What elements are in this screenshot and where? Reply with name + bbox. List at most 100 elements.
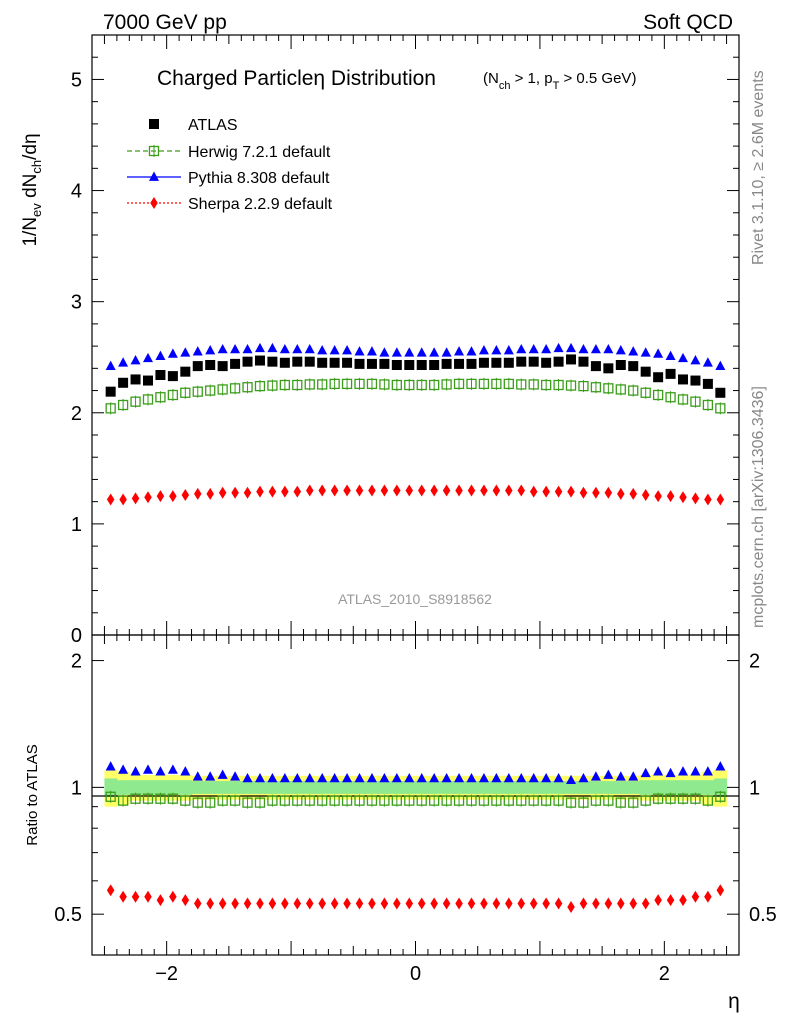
sherpa-point [144,491,152,504]
atlas-point [491,357,502,368]
ratio-herwig-point [578,797,589,808]
ratio-herwig-point [142,793,154,804]
pythia-point [466,346,477,356]
herwig-point [242,382,253,393]
ratio-stat-uncertainty-bin [465,781,479,794]
ratio-pythia-point [379,772,390,783]
herwig-point [205,385,216,396]
ratio-herwig-point [603,795,614,806]
ratio-sherpa-point [256,897,264,910]
ratio-stat-uncertainty-bin [577,781,591,794]
ratio-sherpa-point [617,897,625,910]
ratio-pythia-point [230,771,241,781]
ratio-herwig-point [267,795,278,806]
herwig-point [217,384,228,395]
ratio-stat-uncertainty-bin [141,780,155,795]
ratio-stat-uncertainty-bin [676,780,690,795]
ratio-herwig-point [453,795,465,806]
ratio-sherpa-point [467,897,476,910]
atlas-point [267,356,278,367]
ratio-pythia-point [516,772,527,783]
ratio-pythia-point [254,772,265,783]
sherpa-point [579,486,588,499]
atlas-point [180,366,191,377]
ratio-stat-uncertainty-bin [365,781,379,794]
ratio-pythia-point [329,772,340,783]
ratio-stat-uncertainty-bin [415,781,429,794]
legend: ATLAS Herwig 7.2.1 default Pythia 8.308 de… [127,117,333,213]
atlas-point [590,361,601,372]
ratio-stat-uncertainty-bin [651,780,665,795]
ratio-stat-uncertainty-bin [515,781,528,794]
pythia-point [541,343,552,354]
ratio-pythia-point [702,766,713,776]
ratio-stat-uncertainty-bin [502,781,516,794]
ratio-pythia-point [279,772,290,783]
herwig-point [715,403,726,414]
main-y-tick-labels: 1 2 3 4 5 0 [71,69,82,647]
sherpa-point [417,484,426,497]
legend-herwig-label: Herwig 7.2.1 default [188,144,331,161]
ratio-stat-uncertainty-bin [266,781,280,794]
herwig-point [503,378,514,390]
rivet-version-label: Rivet 3.1.10, ≥ 2.6M events [750,70,767,265]
herwig-point [254,380,266,392]
ratio-herwig-point [466,795,477,806]
sherpa-point [106,493,115,506]
herwig-point [329,378,340,390]
ratio-pythia-point [429,772,440,783]
ratio-herwig-point [279,795,291,806]
main-data-points [105,342,726,506]
ratio-pythia-point [615,771,626,781]
main-y-tick-label: 2 [71,403,82,425]
pythia-point [292,343,303,354]
sherpa-point [467,484,476,497]
legend-atlas-label: ATLAS [188,117,238,134]
sherpa-point [194,487,202,500]
sherpa-point [704,493,712,506]
ratio-pythia-point [118,764,129,774]
ratio-pythia-point [391,772,402,783]
pythia-point [590,343,601,354]
ratio-stat-uncertainty-bin [589,781,603,794]
ratio-y-tick-label-left: 0.5 [54,904,82,926]
ratio-plot-panel: 0.5 0.5 1 1 2 2 −2 0 2 Ratio to ATLAS η [24,634,777,1013]
ratio-herwig-point [366,795,378,806]
ratio-stat-uncertainty-bin [490,781,504,794]
atlas-point [454,358,465,369]
pythia-point [478,345,489,355]
pythia-point [516,343,527,354]
ratio-stat-uncertainty-bin [216,781,230,794]
ratio-herwig-point [229,795,241,806]
atlas-point [366,358,377,369]
ratio-sherpa-point [355,897,364,910]
pythia-point [242,343,253,354]
ratio-sherpa-point [293,897,302,910]
pythia-point [653,348,664,358]
atlas-point [167,371,178,382]
pythia-point [342,345,353,355]
pythia-point [279,343,290,354]
herwig-point [229,383,241,394]
ratio-sherpa-point [318,897,326,910]
atlas-point [603,363,614,374]
herwig-point [628,385,639,396]
ratio-herwig-point [491,795,502,806]
ratio-herwig-point [640,795,651,806]
herwig-point [341,378,353,390]
atlas-point [628,361,639,372]
header-right-label: Soft QCD [643,11,733,34]
herwig-point [615,384,626,395]
x-tick-label: −2 [155,963,178,985]
ratio-herwig-point [715,791,726,802]
ratio-stat-uncertainty-bin [689,780,703,795]
sherpa-point [119,493,127,506]
ratio-pythia-point [541,772,552,783]
ratio-herwig-point [304,795,315,806]
sherpa-point [243,486,252,499]
sherpa-point [256,485,264,498]
ratio-herwig-point [628,797,639,808]
pythia-point [329,345,340,355]
herwig-point [491,378,502,390]
atlas-point [404,360,415,370]
